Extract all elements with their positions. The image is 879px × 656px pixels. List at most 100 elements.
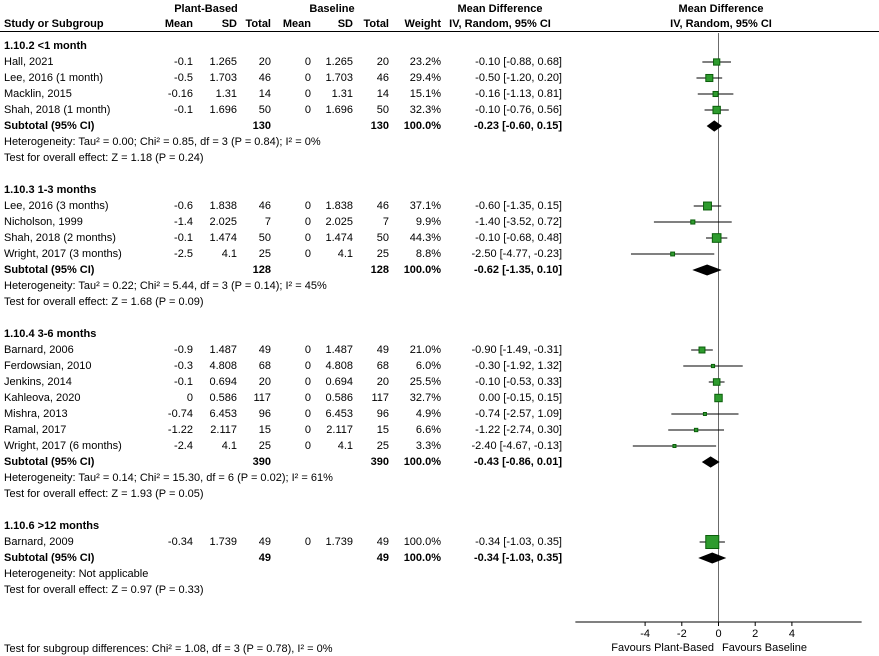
baseline-sd-cell: 1.487 xyxy=(325,344,353,356)
baseline-mean-cell: 0 xyxy=(304,440,311,452)
baseline-mean-cell: 0 xyxy=(304,376,311,388)
weight-cell: 32.7% xyxy=(409,392,441,404)
overall-effect-note: Test for overall effect: Z = 1.68 (P = 0… xyxy=(4,296,204,308)
subtotal-weight-cell: 100.0% xyxy=(403,264,441,276)
weight-cell: 100.0% xyxy=(403,536,441,548)
plantbased-total-cell: 49 xyxy=(258,536,271,548)
effect-square xyxy=(702,412,707,416)
baseline-sd-cell: 4.1 xyxy=(337,248,353,260)
col-header-mean1: Mean xyxy=(164,18,193,30)
heterogeneity-note: Heterogeneity: Tau² = 0.00; Chi² = 0.85,… xyxy=(4,136,321,148)
ci-text-cell: 0.00 [-0.15, 0.15] xyxy=(478,392,562,404)
plantbased-mean-cell: -0.1 xyxy=(174,376,193,388)
baseline-sd-cell: 1.474 xyxy=(325,232,353,244)
subtotal-ci-text-cell: -0.23 [-0.60, 0.15] xyxy=(473,120,562,132)
overall-effect-note: Test for overall effect: Z = 0.97 (P = 0… xyxy=(4,584,204,596)
plantbased-sd-cell: 0.586 xyxy=(209,392,237,404)
plantbased-total-cell: 46 xyxy=(258,200,271,212)
study-name: Wright, 2017 (6 months) xyxy=(4,440,122,452)
overall-effect-note: Test for overall effect: Z = 1.18 (P = 0… xyxy=(4,152,204,164)
baseline-total-cell: 68 xyxy=(376,360,389,372)
baseline-mean-cell: 0 xyxy=(304,72,311,84)
ci-text-cell: -0.10 [-0.53, 0.33] xyxy=(475,376,562,388)
study-name: Barnard, 2006 xyxy=(4,344,74,356)
col-header-ci-text: IV, Random, 95% CI xyxy=(449,18,551,30)
baseline-mean-cell: 0 xyxy=(304,360,311,372)
ci-text-cell: -0.50 [-1.20, 0.20] xyxy=(475,72,562,84)
plantbased-sd-cell: 1.703 xyxy=(209,72,237,84)
plantbased-total-cell: 46 xyxy=(258,72,271,84)
plantbased-total-cell: 20 xyxy=(258,56,271,68)
plantbased-total-cell: 14 xyxy=(258,88,271,100)
effect-square xyxy=(712,105,721,115)
ci-text-cell: -0.10 [-0.76, 0.56] xyxy=(475,104,562,116)
effect-square xyxy=(705,73,714,83)
effect-square xyxy=(672,444,677,448)
axis-tick-label: -4 xyxy=(640,628,650,640)
plantbased-total-cell: 15 xyxy=(258,424,271,436)
baseline-mean-cell: 0 xyxy=(304,104,311,116)
baseline-sd-cell: 1.838 xyxy=(325,200,353,212)
plantbased-mean-cell: -0.1 xyxy=(174,104,193,116)
plantbased-sd-cell: 1.838 xyxy=(209,200,237,212)
plantbased-sd-cell: 4.1 xyxy=(221,248,237,260)
effect-square xyxy=(703,201,712,211)
subtotal-weight-cell: 100.0% xyxy=(403,456,441,468)
ci-text-cell: -0.74 [-2.57, 1.09] xyxy=(475,408,562,420)
axis-tick-label: 0 xyxy=(715,628,722,640)
group2-header: Baseline xyxy=(309,3,355,15)
plantbased-sd-cell: 1.31 xyxy=(215,88,237,100)
plantbased-mean-cell: -0.6 xyxy=(174,200,193,212)
baseline-mean-cell: 0 xyxy=(304,232,311,244)
baseline-total-cell: 14 xyxy=(376,88,389,100)
baseline-total-cell: 50 xyxy=(376,104,389,116)
effect-square xyxy=(670,251,676,257)
plantbased-mean-cell: -0.74 xyxy=(167,408,193,420)
subtotal-total1-cell: 130 xyxy=(252,120,271,132)
effect-square xyxy=(712,378,721,386)
baseline-total-cell: 96 xyxy=(376,408,389,420)
effect-square xyxy=(690,219,696,225)
baseline-total-cell: 7 xyxy=(382,216,389,228)
plantbased-total-cell: 25 xyxy=(258,248,271,260)
col-header-sd2: SD xyxy=(337,18,353,30)
baseline-total-cell: 49 xyxy=(376,536,389,548)
plantbased-mean-cell: -2.4 xyxy=(174,440,193,452)
plantbased-sd-cell: 6.453 xyxy=(209,408,237,420)
subtotal-ci-text-cell: -0.62 [-1.35, 0.10] xyxy=(473,264,562,276)
subtotal-label: Subtotal (95% CI) xyxy=(4,120,95,132)
baseline-mean-cell: 0 xyxy=(304,216,311,228)
weight-cell: 23.2% xyxy=(409,56,441,68)
plantbased-total-cell: 49 xyxy=(258,344,271,356)
plantbased-total-cell: 50 xyxy=(258,232,271,244)
baseline-mean-cell: 0 xyxy=(304,248,311,260)
subtotal-diamond xyxy=(692,264,722,276)
baseline-sd-cell: 1.31 xyxy=(331,88,353,100)
ci-text-cell: -1.40 [-3.52, 0.72] xyxy=(475,216,562,228)
plantbased-mean-cell: -0.16 xyxy=(167,88,193,100)
ci-text-cell: -0.30 [-1.92, 1.32] xyxy=(475,360,562,372)
baseline-mean-cell: 0 xyxy=(304,536,311,548)
plantbased-mean-cell: -1.22 xyxy=(167,424,193,436)
baseline-sd-cell: 1.703 xyxy=(325,72,353,84)
effect-square xyxy=(713,58,721,66)
effect-square xyxy=(714,393,723,403)
plantbased-sd-cell: 1.265 xyxy=(209,56,237,68)
plantbased-sd-cell: 1.474 xyxy=(209,232,237,244)
study-name: Shah, 2018 (2 months) xyxy=(4,232,116,244)
col-header-sd1: SD xyxy=(221,18,237,30)
ci-text-cell: -0.34 [-1.03, 0.35] xyxy=(475,536,562,548)
ci-text-cell: -0.16 [-1.13, 0.81] xyxy=(475,88,562,100)
plantbased-mean-cell: -0.1 xyxy=(174,56,193,68)
favours-left-label: Favours Plant-Based xyxy=(611,642,714,654)
study-name: Shah, 2018 (1 month) xyxy=(4,104,111,116)
header-divider xyxy=(0,31,879,32)
baseline-mean-cell: 0 xyxy=(304,344,311,356)
subtotal-diamond xyxy=(698,552,727,564)
subtotal-label: Subtotal (95% CI) xyxy=(4,552,95,564)
weight-cell: 32.3% xyxy=(409,104,441,116)
plantbased-mean-cell: -0.3 xyxy=(174,360,193,372)
ci-text-cell: -0.90 [-1.49, -0.31] xyxy=(471,344,563,356)
baseline-sd-cell: 2.025 xyxy=(325,216,353,228)
subtotal-total1-cell: 49 xyxy=(258,552,271,564)
